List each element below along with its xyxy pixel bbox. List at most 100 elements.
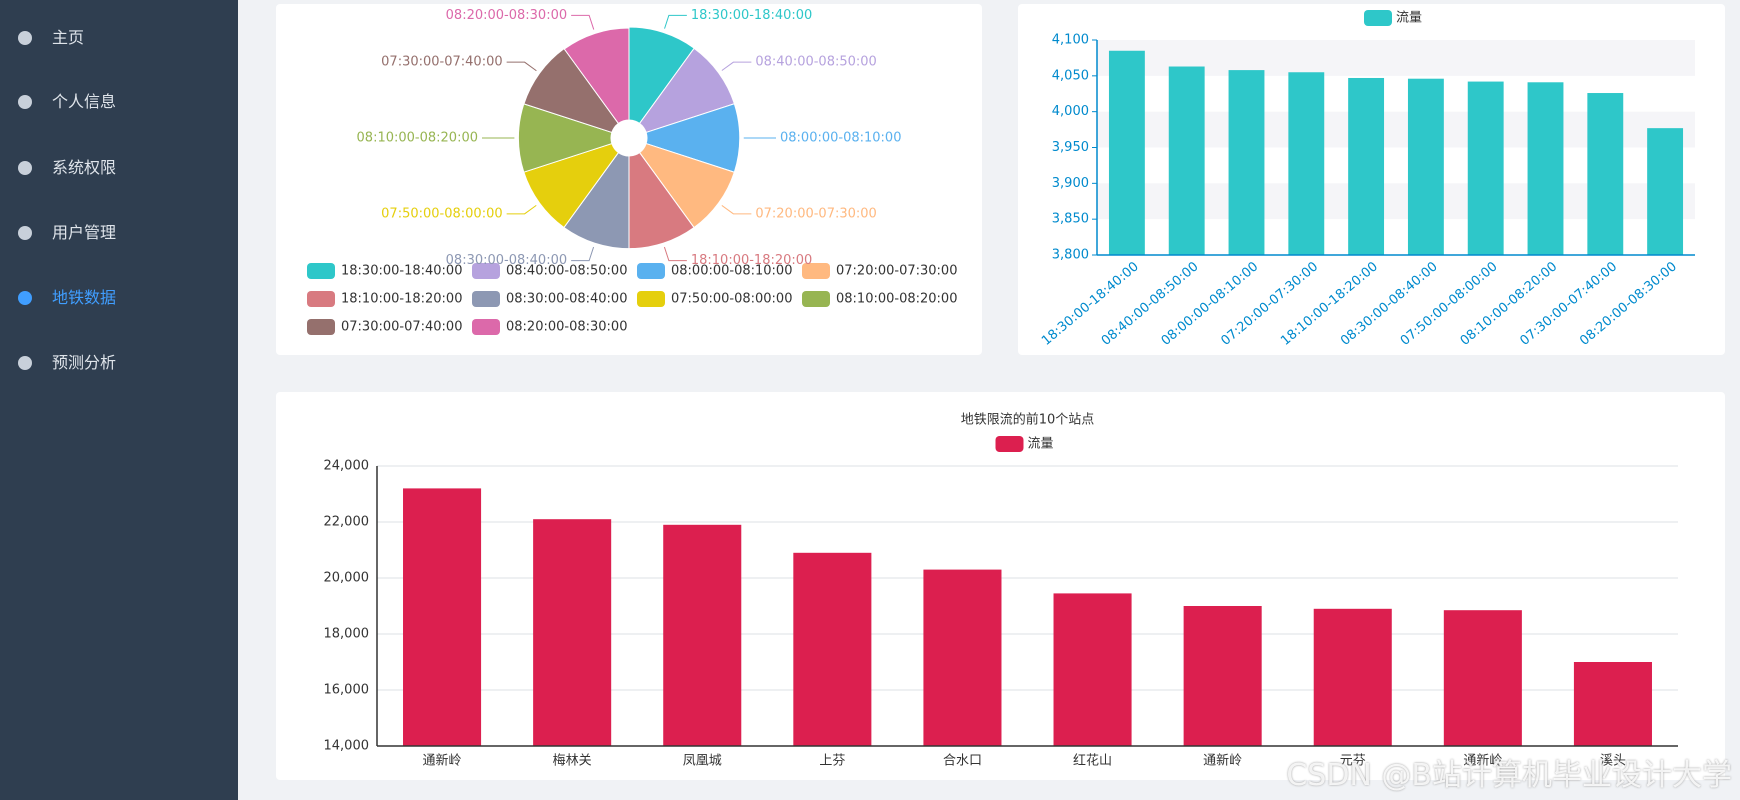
x-tick-label: 08:30:00-08:40:00 xyxy=(1338,259,1441,349)
slice-label: 08:10:00-08:20:00 xyxy=(357,131,478,146)
y-tick-label: 4,050 xyxy=(1052,68,1089,83)
pie-slice xyxy=(523,47,620,134)
legend-swatch xyxy=(307,319,335,335)
legend-swatch xyxy=(1364,10,1392,26)
menu-item[interactable]: 地铁数据 xyxy=(0,273,238,323)
pie-slice xyxy=(628,26,695,125)
bar xyxy=(1527,82,1564,256)
bar xyxy=(1443,610,1522,746)
y-tick-label: 3,850 xyxy=(1052,212,1089,227)
menu-item[interactable]: 用户管理 xyxy=(0,208,238,258)
bar xyxy=(1228,70,1265,255)
slice-label: 08:40:00-08:50:00 xyxy=(755,55,876,70)
bar xyxy=(1407,78,1444,255)
menu-label: 用户管理 xyxy=(52,223,117,242)
bar xyxy=(1348,77,1385,255)
y-tick-label: 3,950 xyxy=(1052,140,1089,155)
bar xyxy=(533,519,612,746)
icon xyxy=(18,95,32,109)
label-line xyxy=(571,14,595,30)
chart-title: 地铁限流的前10个站点 xyxy=(961,412,1095,428)
menu-item[interactable]: 主页 xyxy=(0,13,238,63)
pie-slice xyxy=(628,151,695,250)
bar-card: 流量 3,800 3,850 3,900 3,950 4,000 4,050 4,100 18:… xyxy=(1018,4,1725,355)
legend-swatch xyxy=(307,263,335,279)
bar xyxy=(403,488,482,746)
legend-swatch xyxy=(472,263,500,279)
icon xyxy=(18,31,32,45)
x-tick-label: 18:10:00-18:20:00 xyxy=(1278,259,1381,349)
label-line xyxy=(664,14,687,29)
legend-swatch xyxy=(802,291,830,307)
y-tick-label: 3,800 xyxy=(1052,248,1089,263)
bar xyxy=(1647,128,1684,255)
bar xyxy=(1108,50,1145,255)
y-tick-label: 20,000 xyxy=(324,571,370,586)
slice-label: 08:00:00-08:10:00 xyxy=(780,131,901,146)
legend-label: 08:00:00-08:10:00 xyxy=(671,264,792,279)
x-tick-label: 通新岭 xyxy=(1203,753,1242,769)
bar xyxy=(1587,93,1624,256)
bar xyxy=(1467,81,1504,255)
legend-label: 08:10:00-08:20:00 xyxy=(836,292,957,307)
x-tick-label: 元芬 xyxy=(1340,754,1366,769)
bar-chart: 流量 3,800 3,850 3,900 3,950 4,000 4,050 4,100 18:… xyxy=(1039,10,1695,349)
legend-swatch xyxy=(472,291,500,307)
bar xyxy=(1573,662,1652,746)
x-tick-label: 通新岭 xyxy=(423,753,462,769)
legend-swatch xyxy=(802,263,830,279)
legend-label: 08:30:00-08:40:00 xyxy=(506,292,627,307)
bar xyxy=(1053,593,1132,746)
x-tick-label: 18:30:00-18:40:00 xyxy=(1039,259,1142,349)
menu-label: 地铁数据 xyxy=(52,288,117,307)
pie-slice xyxy=(645,103,741,173)
icon xyxy=(18,356,32,370)
legend-swatch xyxy=(307,291,335,307)
slice-label: 18:10:00-18:20:00 xyxy=(691,253,812,268)
legend-swatch xyxy=(637,291,665,307)
slice-label: 08:30:00-08:40:00 xyxy=(446,253,567,268)
legend-label: 07:30:00-07:40:00 xyxy=(341,320,462,335)
menu-item[interactable]: 预测分析 xyxy=(0,338,238,388)
legend-label: 18:10:00-18:20:00 xyxy=(341,292,462,307)
x-tick-label: 07:30:00-07:40:00 xyxy=(1517,259,1620,349)
bar xyxy=(1288,72,1325,255)
legend-label: 流量 xyxy=(1028,437,1054,452)
y-tick-label: 16,000 xyxy=(324,683,370,698)
menu-item[interactable]: 系统权限 xyxy=(0,143,238,193)
icon xyxy=(18,161,32,175)
label-line xyxy=(721,61,752,71)
bar xyxy=(1313,608,1392,746)
legend-label: 18:30:00-18:40:00 xyxy=(341,264,462,279)
bar xyxy=(1183,606,1262,746)
y-tick-label: 14,000 xyxy=(324,739,370,754)
legend-label: 流量 xyxy=(1396,11,1422,26)
x-tick-label: 溪头 xyxy=(1600,754,1626,769)
x-tick-label: 合水口 xyxy=(943,754,982,769)
pie-slice xyxy=(638,142,735,229)
pie-slice xyxy=(563,27,630,125)
bar xyxy=(793,552,872,746)
slice-label: 07:50:00-08:00:00 xyxy=(381,206,502,221)
y-tick-label: 3,900 xyxy=(1052,176,1089,191)
menu-item[interactable]: 个人信息 xyxy=(0,77,238,127)
x-tick-label: 07:50:00-08:00:00 xyxy=(1398,259,1501,349)
x-tick-label: 07:20:00-07:30:00 xyxy=(1218,259,1321,349)
y-tick-label: 4,000 xyxy=(1052,104,1089,119)
legend-swatch xyxy=(637,263,665,279)
menu-label: 预测分析 xyxy=(52,353,117,372)
y-tick-label: 4,100 xyxy=(1052,33,1089,48)
label-line xyxy=(571,246,595,262)
menu-label: 个人信息 xyxy=(52,92,117,111)
x-tick-label: 凤凰城 xyxy=(683,754,722,769)
label-line xyxy=(663,246,687,262)
legend-swatch xyxy=(472,319,500,335)
slice-label: 08:20:00-08:30:00 xyxy=(446,8,567,23)
legend-label: 07:20:00-07:30:00 xyxy=(836,264,957,279)
pie-chart: 18:30:00-18:40:00 18:30:00-18:40:00 08:40:… xyxy=(307,8,957,335)
x-tick-label: 通新岭 xyxy=(1463,753,1502,769)
icon xyxy=(18,226,32,240)
bar xyxy=(663,524,742,746)
